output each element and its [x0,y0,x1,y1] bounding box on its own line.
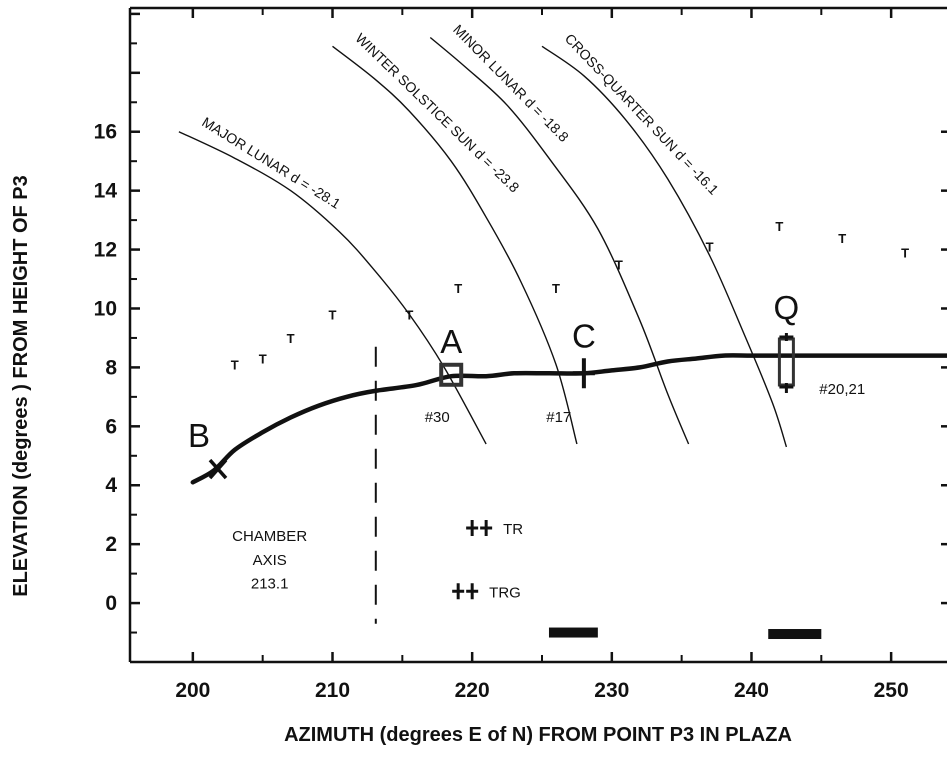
curve-label: CROSS-QUARTER SUN d = -16.1 [562,30,722,198]
x-tick-label: 200 [175,679,210,702]
declination-curve-labels: MAJOR LUNAR d = -28.1 WINTER SOLSTICE SUN… [199,21,722,212]
y-tick-label: 0 [105,592,117,615]
t-marker: T [552,281,560,296]
point-q-marker [777,337,795,387]
point-label: B [188,417,210,454]
t-marker: T [454,281,462,296]
tr-marker-label: TRG [489,584,521,601]
x-tick-label: 220 [455,679,490,702]
t-marker: T [901,246,909,261]
t-marker: T [287,331,295,346]
point-a-marker [439,362,464,387]
tr-plus-marker [466,519,479,536]
t-marker: T [615,257,623,272]
x-tick-label: 250 [874,679,909,702]
x-axis-title: AZIMUTH (degrees E of N) FROM POINT P3 I… [284,724,792,746]
t-marker: T [405,307,413,322]
tr-plus-marker [452,583,465,600]
curve-label: MINOR LUNAR d = -18.8 [450,21,572,145]
x-tick-labels: 200 210 220 230 240 250 [175,679,908,702]
t-marker: T [775,219,783,234]
y-tick-labels: 0 2 4 6 8 10 12 14 16 [94,121,118,615]
labeled-points: A B C Q [188,289,800,480]
point-q-bracket [779,332,794,393]
t-marker: T [706,240,714,255]
x-tick-label: 230 [594,679,629,702]
annotation: #17 [546,409,571,426]
x-tick-label: 210 [315,679,350,702]
y-tick-label: 4 [105,474,117,497]
tr-plus-marker [466,583,479,600]
annotation: #20,21 [819,381,865,398]
y-tick-label: 16 [94,121,117,144]
declination-curve [178,131,487,445]
x-tick-label: 240 [734,679,769,702]
declination-curve [332,45,578,445]
point-b-marker [208,458,228,480]
t-marker: T [259,352,267,367]
chamber-axis-label: CHAMBER [232,528,307,545]
y-axis-title: ELEVATION (degrees ) FROM HEIGHT OF P3 [10,175,32,597]
point-label: C [572,317,596,354]
axis-ticks [130,8,947,662]
tr-plus-marker [480,519,493,536]
t-marker: T [329,307,337,322]
point-c-marker [572,358,595,389]
declination-curve [541,45,788,448]
point-label: A [440,323,462,360]
y-tick-label: 8 [105,356,117,379]
horizon-line [190,353,947,485]
declination-curves [178,36,788,448]
chamber-axis-label: 213.1 [251,575,289,592]
curve-label: WINTER SOLSTICE SUN d = -23.8 [352,30,522,196]
t-markers: T T T T T T T T T T T T [231,219,909,372]
point-label: Q [774,289,800,326]
t-marker: T [231,357,239,372]
y-tick-label: 14 [94,180,118,203]
chamber-axis: CHAMBER AXIS 213.1 [232,346,377,624]
tr-markers: TR TRG [452,519,523,601]
y-tick-label: 12 [94,239,117,262]
plot-frame [128,6,947,664]
horizon-profile [190,353,947,485]
chamber-axis-label: AXIS [253,552,287,569]
curve-label: MAJOR LUNAR d = -28.1 [199,114,343,212]
declination-curve [429,36,690,445]
annotation: #30 [425,409,450,426]
y-tick-label: 2 [105,533,117,556]
bottom-bar [768,629,822,640]
bottom-bars [548,627,822,640]
bottom-bar [548,627,598,638]
y-tick-label: 10 [94,297,117,320]
annotations: #30 #17 #20,21 [425,381,865,426]
tr-marker-label: TR [503,521,523,538]
t-marker: T [838,231,846,246]
y-tick-label: 6 [105,415,117,438]
